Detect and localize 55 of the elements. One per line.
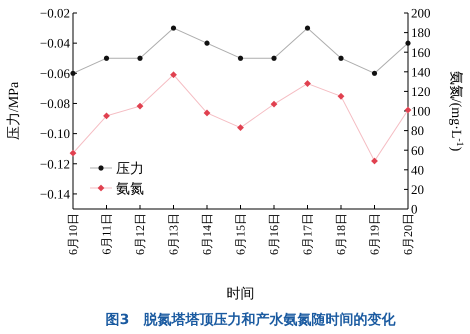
point: [70, 70, 76, 76]
point: [270, 100, 278, 108]
y-tick-label: −0.12: [40, 156, 70, 172]
point: [136, 102, 144, 110]
point: [170, 25, 176, 31]
point: [304, 25, 310, 31]
point: [237, 124, 244, 132]
point: [70, 150, 76, 157]
x-tick-label: 6月17日: [300, 213, 314, 255]
point: [204, 40, 210, 46]
point: [338, 56, 344, 61]
y2-tick-label: 180: [411, 25, 430, 40]
point: [404, 106, 412, 114]
x-tick-label: 6月12日: [133, 213, 147, 255]
x-tick-label: 6月11日: [100, 213, 114, 255]
x-tick-label: 6月16日: [267, 213, 281, 255]
point: [338, 92, 344, 100]
y-tick-label: −0.08: [40, 96, 70, 112]
y2-tick-label: 20: [411, 182, 424, 197]
x-tick-label: 6月15日: [234, 213, 248, 255]
y2-tick-label: 200: [411, 6, 430, 21]
y-tick-label: −0.06: [40, 66, 70, 81]
y2-tick-label: 140: [411, 64, 430, 80]
point: [304, 80, 311, 87]
x-tick-label: 6月19日: [368, 213, 382, 255]
x-tick-label: 6月20日: [401, 213, 415, 255]
point: [204, 110, 210, 116]
point: [104, 56, 110, 61]
point: [371, 158, 378, 164]
y-axis-title: 压力/MPa: [6, 81, 22, 140]
point: [372, 70, 378, 76]
y2-tick-label: 80: [411, 123, 424, 138]
point: [103, 112, 110, 120]
y-tick-label: −0.04: [40, 36, 70, 51]
y-tick-label: −0.14: [40, 186, 70, 202]
y2-tick-label: 100: [411, 104, 430, 119]
y2-tick-label: 60: [411, 142, 424, 158]
text: 图3 脱氮塔塔顶压力和产水氨氮随时间的变化: [106, 311, 396, 328]
x-tick-label: 6月10日: [66, 213, 80, 255]
x-tick-label: 6月14日: [200, 213, 214, 255]
y2-tick-label: 160: [411, 44, 430, 60]
y2-tick-label: 120: [411, 84, 430, 99]
point: [170, 71, 177, 78]
x-axis-title: 时间: [226, 286, 254, 302]
x-tick-label: 6月18日: [334, 213, 348, 255]
y2-tick-label: 40: [411, 162, 424, 178]
x-tick-label: 6月13日: [166, 213, 180, 255]
point: [238, 56, 244, 61]
point: [137, 56, 143, 61]
point: [271, 56, 277, 61]
point: [405, 40, 411, 46]
y-tick-label: −0.02: [40, 6, 70, 21]
legend-label: 压力: [116, 160, 144, 177]
y-tick-label: −0.10: [40, 126, 70, 142]
legend-label: 氨氮: [116, 182, 144, 197]
